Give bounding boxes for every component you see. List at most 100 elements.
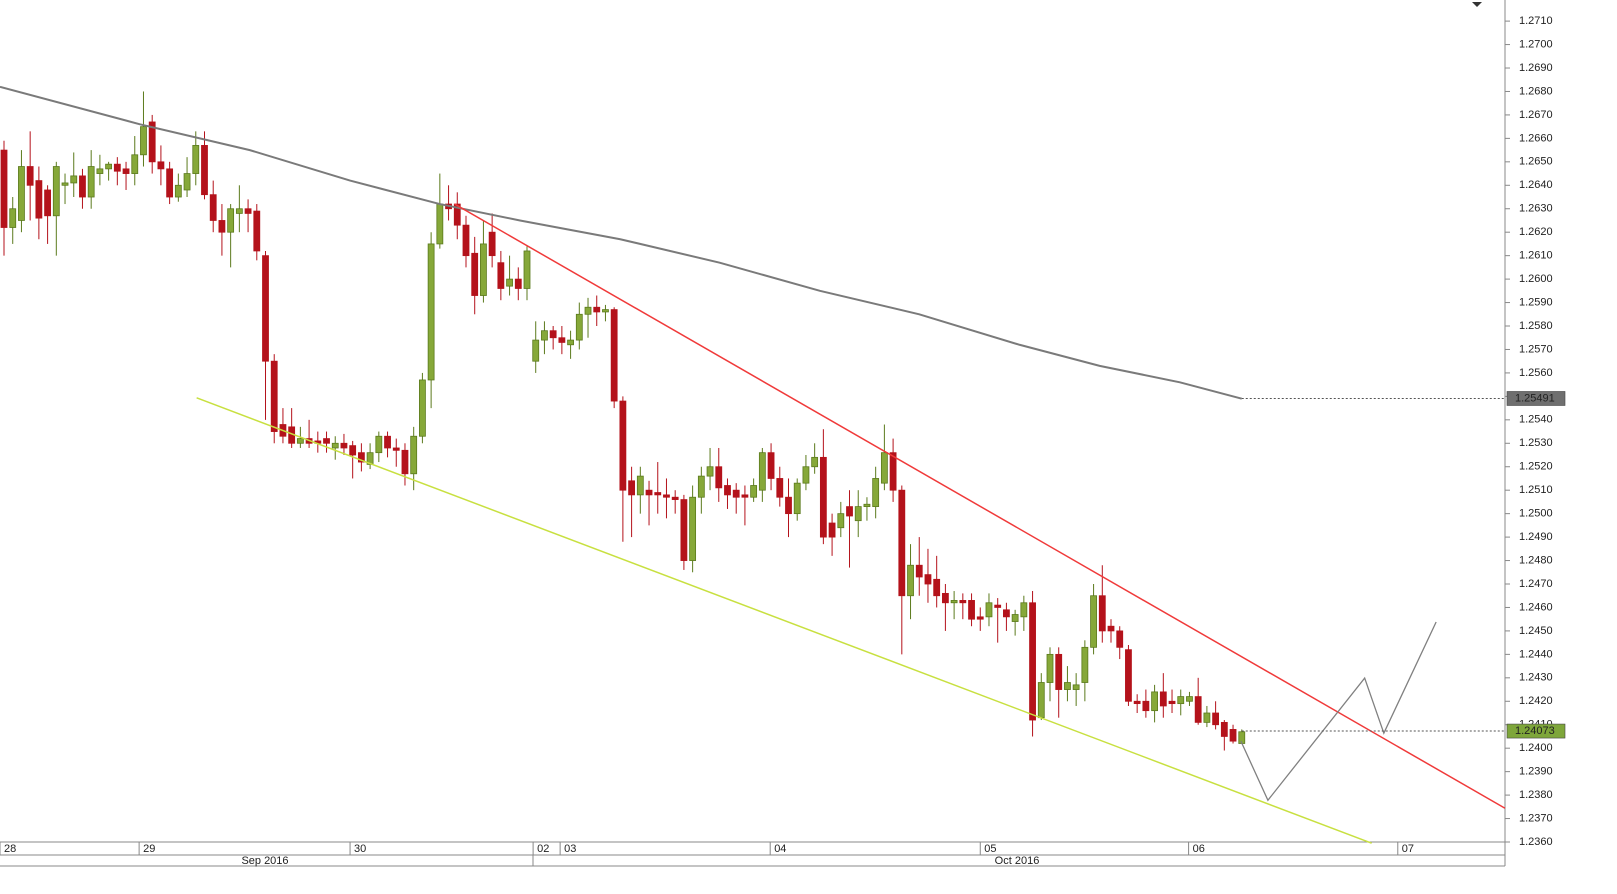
candle-body bbox=[270, 360, 278, 432]
candle-body bbox=[689, 496, 697, 561]
candle-body bbox=[671, 496, 679, 500]
candle-body bbox=[1203, 712, 1211, 723]
candle-body bbox=[1072, 684, 1080, 690]
candle-body bbox=[35, 180, 43, 219]
candle-body bbox=[584, 306, 592, 315]
y-tick-label: 1.2380 bbox=[1519, 789, 1553, 801]
y-tick-label: 1.2600 bbox=[1519, 273, 1553, 285]
candle-body bbox=[1116, 630, 1124, 648]
y-tick-label: 1.2360 bbox=[1519, 836, 1553, 848]
y-tick-label: 1.2390 bbox=[1519, 766, 1553, 778]
candle-body bbox=[497, 262, 505, 289]
y-tick-label: 1.2660 bbox=[1519, 132, 1553, 144]
candle-body bbox=[837, 513, 845, 529]
candle-body bbox=[392, 447, 400, 451]
candle-body bbox=[915, 564, 923, 578]
y-tick-label: 1.2530 bbox=[1519, 437, 1553, 449]
candle-body bbox=[1081, 646, 1089, 683]
candle-body bbox=[462, 224, 470, 257]
x-tick-label: 30 bbox=[354, 843, 366, 855]
candle-body bbox=[602, 309, 609, 313]
y-tick-label: 1.2370 bbox=[1519, 812, 1553, 824]
x-tick-label: 29 bbox=[143, 843, 155, 855]
x-tick-label: 05 bbox=[984, 843, 996, 855]
candle-body bbox=[767, 452, 775, 479]
candle-body bbox=[1003, 609, 1010, 618]
y-tick-label: 1.2590 bbox=[1519, 296, 1553, 308]
candle-body bbox=[1098, 595, 1106, 632]
price-box bbox=[1506, 723, 1566, 739]
candle-body bbox=[384, 435, 391, 449]
menu-arrow[interactable] bbox=[1472, 2, 1482, 7]
candle-body bbox=[645, 489, 653, 496]
y-tick-label: 1.2630 bbox=[1519, 203, 1553, 215]
candle-body bbox=[192, 145, 200, 174]
candle-body bbox=[18, 166, 25, 221]
candle-body bbox=[724, 485, 731, 496]
candle-body bbox=[907, 564, 914, 597]
candle-body bbox=[201, 145, 208, 196]
candle-body bbox=[793, 482, 801, 515]
candle-body bbox=[96, 168, 104, 174]
overlay-line bbox=[1240, 621, 1437, 802]
y-tick-label: 1.2400 bbox=[1519, 742, 1553, 754]
y-tick-label: 1.2440 bbox=[1519, 648, 1553, 660]
candle-body bbox=[575, 313, 583, 341]
y-tick-label: 1.2580 bbox=[1519, 320, 1553, 332]
candle-body bbox=[235, 208, 243, 214]
candle-body bbox=[61, 182, 69, 186]
candle-body bbox=[1011, 614, 1019, 622]
candle-body bbox=[323, 438, 330, 444]
candle-body bbox=[968, 600, 975, 620]
candle-body bbox=[959, 600, 967, 604]
y-tick-label: 1.2460 bbox=[1519, 601, 1553, 613]
y-tick-label: 1.2420 bbox=[1519, 695, 1553, 707]
candle-body bbox=[471, 252, 479, 296]
candle-body bbox=[1020, 602, 1028, 618]
candle-body bbox=[558, 337, 566, 343]
overlay-line bbox=[454, 203, 1506, 809]
y-tick-label: 1.2540 bbox=[1519, 414, 1553, 426]
candle-body bbox=[296, 438, 304, 444]
candle-body bbox=[131, 154, 139, 174]
candle-body bbox=[854, 506, 862, 522]
candle-body bbox=[1133, 700, 1141, 705]
y-tick-label: 1.2670 bbox=[1519, 109, 1553, 121]
y-tick-label: 1.2680 bbox=[1519, 85, 1553, 97]
candle-body bbox=[1177, 696, 1185, 705]
candle-body bbox=[340, 442, 348, 449]
candle-body bbox=[122, 168, 130, 174]
candle-body bbox=[819, 456, 827, 538]
candle-body bbox=[715, 466, 723, 489]
candle-body bbox=[514, 278, 522, 289]
candle-body bbox=[349, 445, 357, 456]
y-tick-label: 1.2500 bbox=[1519, 508, 1553, 520]
candle-body bbox=[889, 452, 897, 491]
candle-body bbox=[166, 168, 174, 198]
candle-body bbox=[0, 149, 8, 228]
candle-body bbox=[741, 494, 749, 498]
candle-body bbox=[846, 506, 853, 517]
candle-body bbox=[1168, 700, 1176, 705]
candle-body bbox=[488, 231, 496, 257]
candle-body bbox=[636, 475, 644, 496]
candle-body bbox=[541, 330, 548, 341]
candle-body bbox=[732, 489, 740, 498]
x-tick-label: 04 bbox=[774, 843, 786, 855]
candle-body bbox=[1186, 696, 1193, 702]
candle-body bbox=[436, 203, 444, 245]
candle-body bbox=[950, 600, 958, 604]
candle-body bbox=[706, 466, 714, 477]
candle-body bbox=[985, 602, 993, 618]
overlay-line bbox=[196, 397, 1372, 844]
candle-body bbox=[567, 339, 574, 346]
y-tick-label: 1.2470 bbox=[1519, 578, 1553, 590]
candle-body bbox=[9, 208, 17, 228]
candle-body bbox=[1159, 691, 1167, 707]
overlay-line bbox=[0, 85, 1243, 400]
candle-body bbox=[1055, 653, 1063, 690]
y-tick-label: 1.2640 bbox=[1519, 179, 1553, 191]
candle-body bbox=[410, 435, 418, 475]
y-tick-label: 1.2650 bbox=[1519, 156, 1553, 168]
candle-body bbox=[79, 175, 86, 198]
